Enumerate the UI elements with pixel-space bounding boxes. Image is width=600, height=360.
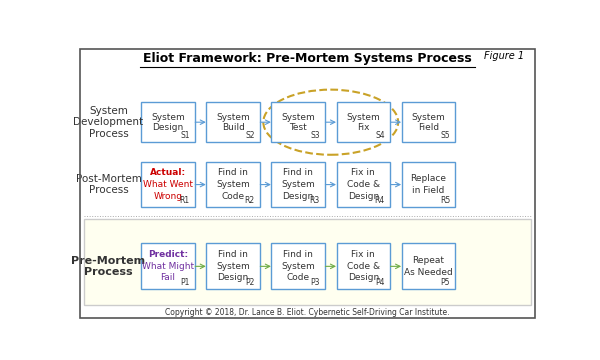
Text: Fix: Fix [357,123,370,132]
FancyBboxPatch shape [337,102,390,142]
Text: P3: P3 [310,278,320,287]
FancyBboxPatch shape [141,102,195,142]
Text: Predict:: Predict: [148,250,188,259]
FancyBboxPatch shape [141,243,195,289]
Text: S1: S1 [180,131,190,140]
Text: System: System [216,180,250,189]
Text: Copyright © 2018, Dr. Lance B. Eliot. Cybernetic Self-Driving Car Institute.: Copyright © 2018, Dr. Lance B. Eliot. Cy… [165,308,450,317]
FancyBboxPatch shape [401,102,455,142]
Text: P2: P2 [245,278,255,287]
Text: Fail: Fail [161,274,176,283]
Text: R1: R1 [179,196,190,205]
Text: Find in: Find in [218,168,248,177]
Text: What Might: What Might [142,262,194,271]
Text: Code: Code [221,192,245,201]
FancyBboxPatch shape [141,162,195,207]
Text: S5: S5 [440,131,450,140]
Text: Code &: Code & [347,262,380,271]
Text: Find in: Find in [283,250,313,259]
FancyBboxPatch shape [206,162,260,207]
Text: Field: Field [418,123,439,132]
Text: P4: P4 [376,278,385,287]
FancyBboxPatch shape [206,102,260,142]
Text: S4: S4 [375,131,385,140]
Text: As Needed: As Needed [404,267,453,276]
Text: in Field: in Field [412,186,445,195]
FancyBboxPatch shape [337,243,390,289]
Text: R5: R5 [440,196,450,205]
Text: S2: S2 [245,131,255,140]
Text: Fix in: Fix in [352,168,375,177]
Text: Code &: Code & [347,180,380,189]
FancyBboxPatch shape [271,162,325,207]
Text: System: System [151,113,185,122]
Text: Find in: Find in [283,168,313,177]
Text: System: System [412,113,445,122]
Text: Build: Build [221,123,245,132]
FancyBboxPatch shape [401,243,455,289]
FancyBboxPatch shape [271,102,325,142]
Text: Design: Design [347,192,379,201]
FancyBboxPatch shape [271,243,325,289]
Text: Design: Design [283,192,314,201]
Text: Figure 1: Figure 1 [484,51,524,61]
Text: Post-Mortem
Process: Post-Mortem Process [76,174,142,195]
Text: System: System [216,113,250,122]
Text: Design: Design [217,274,249,283]
Text: R3: R3 [310,196,320,205]
Text: System: System [281,113,315,122]
Text: Find in: Find in [218,250,248,259]
Text: System: System [281,180,315,189]
Text: What Went: What Went [143,180,193,189]
Text: Fix in: Fix in [352,250,375,259]
Text: R4: R4 [374,196,385,205]
Text: R2: R2 [245,196,255,205]
Text: P5: P5 [440,278,450,287]
Text: Actual:: Actual: [150,168,186,177]
Text: Code: Code [287,274,310,283]
FancyBboxPatch shape [206,243,260,289]
FancyBboxPatch shape [337,162,390,207]
Text: System: System [281,262,315,271]
Text: Repeat: Repeat [412,256,445,265]
Text: Test: Test [289,123,307,132]
Text: Pre-Mortem
Process: Pre-Mortem Process [71,256,146,277]
Text: Replace: Replace [410,174,446,183]
FancyBboxPatch shape [401,162,455,207]
Text: Design: Design [152,123,184,132]
Text: System: System [346,113,380,122]
FancyBboxPatch shape [84,219,531,305]
Text: Eliot Framework: Pre-Mortem Systems Process: Eliot Framework: Pre-Mortem Systems Proc… [143,52,472,65]
Text: System
Development
Process: System Development Process [73,105,143,139]
Text: System: System [216,262,250,271]
Text: S3: S3 [310,131,320,140]
Text: Design: Design [347,274,379,283]
Text: Wrong: Wrong [154,192,182,201]
Text: P1: P1 [180,278,190,287]
